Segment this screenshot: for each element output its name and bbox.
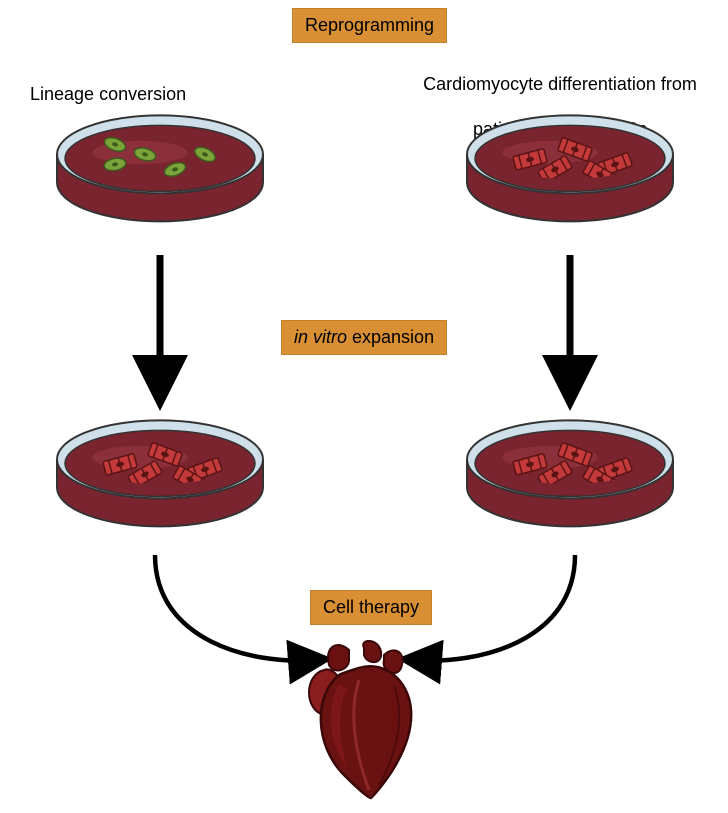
dish-bottom-right	[465, 410, 675, 560]
heart-icon	[299, 640, 429, 800]
figure-canvas: Reprogramming Lineage conversion Cardiom…	[0, 0, 728, 813]
dish-bottom-left	[55, 410, 265, 560]
dish-top-left	[55, 105, 265, 255]
dish-top-right	[465, 105, 675, 255]
